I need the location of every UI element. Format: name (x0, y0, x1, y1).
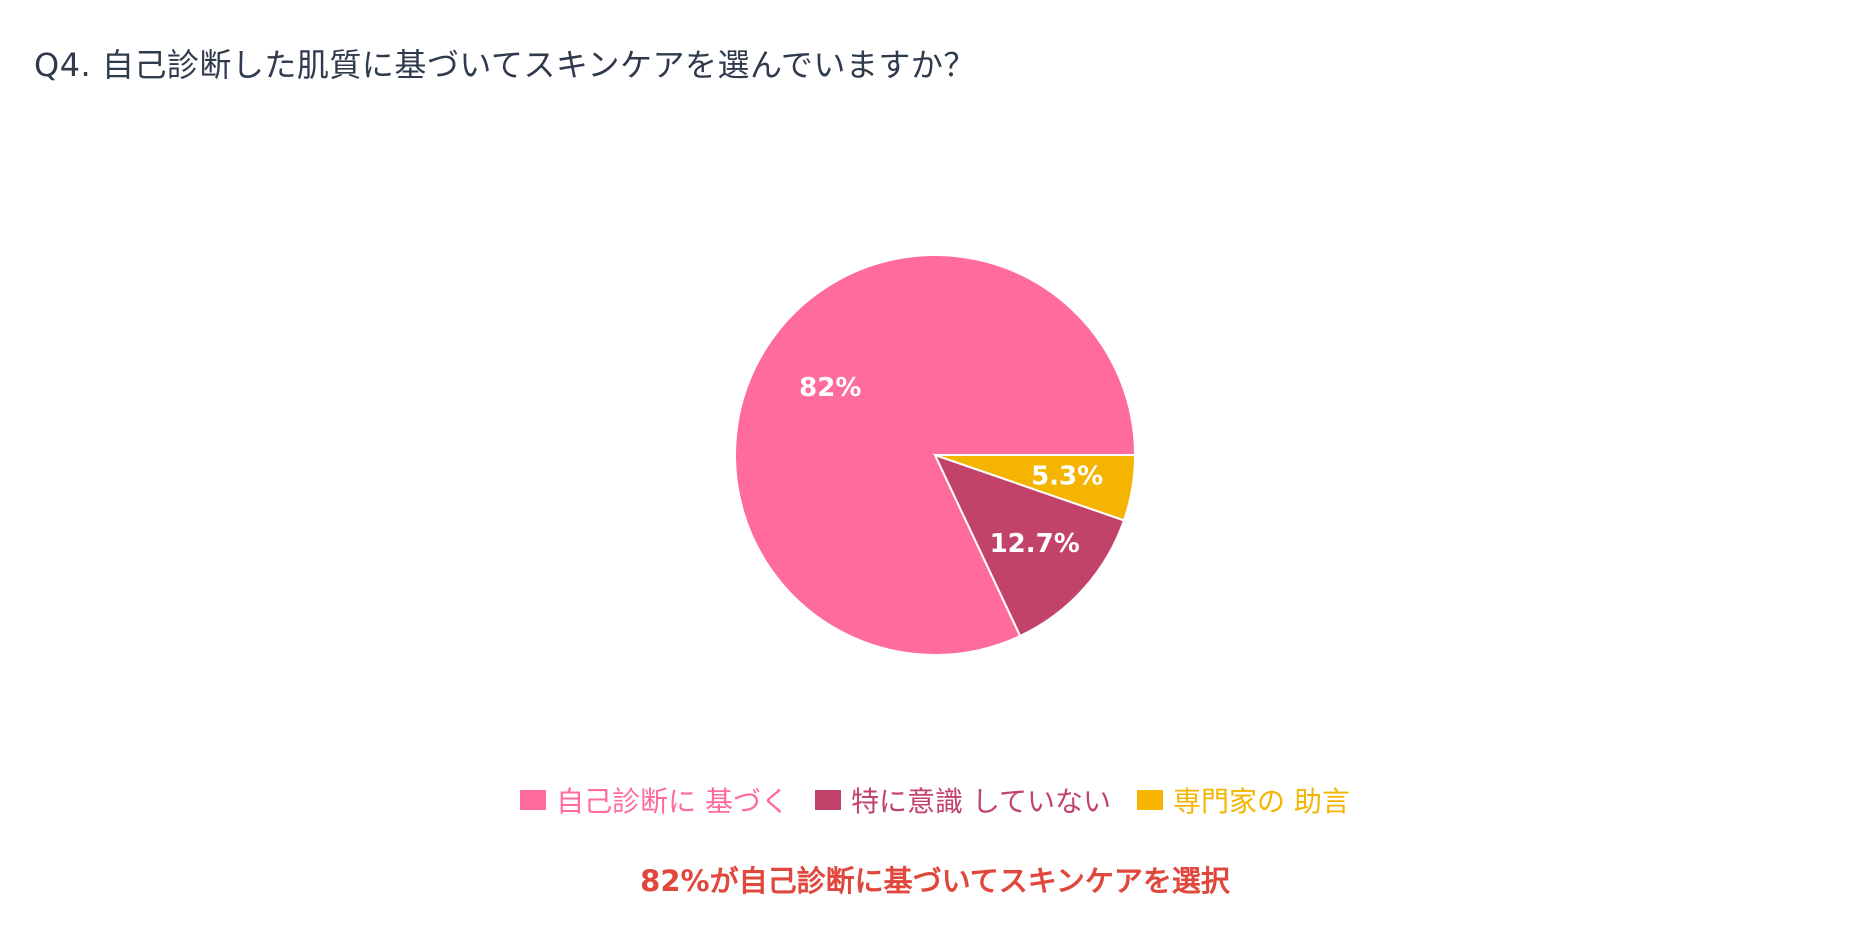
legend-label: 専門家の 助言 (1173, 785, 1350, 818)
pie-slice[interactable] (934, 454, 1137, 522)
legend-label: 自己診断に 基づく (556, 785, 789, 818)
legend-item[interactable]: 特に意識 していない (814, 780, 1112, 820)
pie-slices (734, 254, 1137, 656)
legend-item[interactable]: 専門家の 助言 (1137, 780, 1350, 820)
legend: 自己診断に 基づく 特に意識 していない 専門家の 助言 (0, 780, 1870, 820)
chart-caption: 82%が自己診断に基づいてスキンケアを選択 (640, 864, 1230, 898)
legend-label: 特に意識 していない (850, 785, 1112, 818)
pie-slice[interactable] (933, 453, 1126, 638)
legend-swatch (520, 790, 547, 810)
legend-swatch (814, 790, 841, 810)
slice-label: 12.7% (990, 529, 1080, 559)
legend-swatch (1137, 790, 1164, 810)
chart-title: Q4. 自己診断した肌質に基づいてスキンケアを選んでいますか？ (34, 46, 976, 84)
slice-label: 5.3% (1031, 462, 1103, 492)
slice-label: 82% (799, 373, 861, 403)
pie-labels: 82% 12.7% 5.3% (799, 373, 1103, 559)
legend-item[interactable]: 自己診断に 基づく (520, 780, 789, 820)
